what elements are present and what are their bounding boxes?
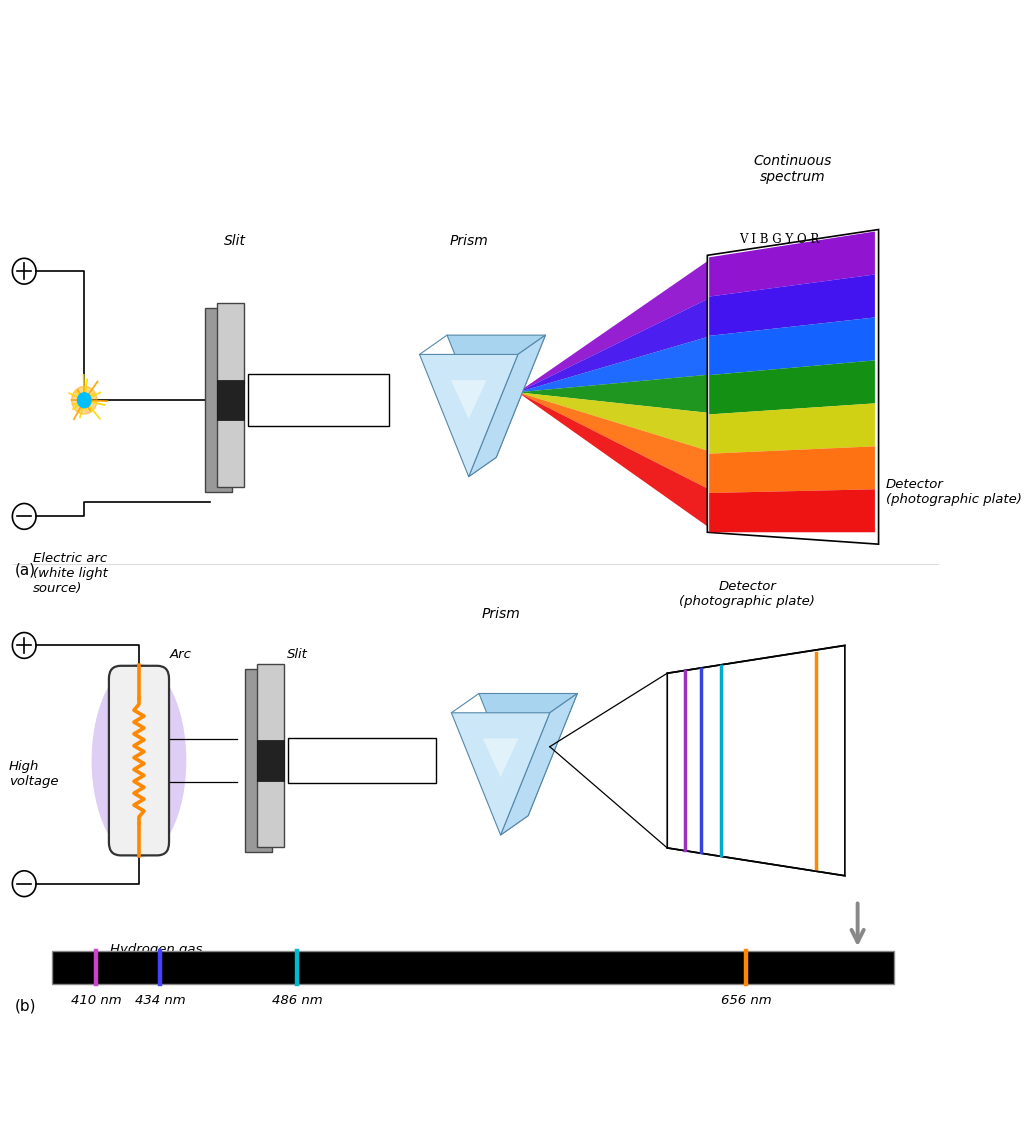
FancyBboxPatch shape xyxy=(109,666,169,855)
Circle shape xyxy=(78,393,91,408)
Text: 410 nm: 410 nm xyxy=(71,994,122,1007)
Polygon shape xyxy=(709,446,875,493)
Text: Detector
(photographic plate): Detector (photographic plate) xyxy=(679,580,816,608)
Polygon shape xyxy=(518,392,707,451)
Text: Electric arc
(white light
source): Electric arc (white light source) xyxy=(33,552,109,596)
Polygon shape xyxy=(469,335,545,476)
Text: Hydrogen gas
discharge tube: Hydrogen gas discharge tube xyxy=(110,943,209,972)
Polygon shape xyxy=(483,738,519,777)
Polygon shape xyxy=(518,337,707,392)
Polygon shape xyxy=(447,335,545,458)
Text: Prism: Prism xyxy=(449,235,489,248)
Text: 656 nm: 656 nm xyxy=(720,994,771,1007)
Text: Continuous
spectrum: Continuous spectrum xyxy=(753,154,832,183)
Polygon shape xyxy=(518,392,707,526)
Text: (a): (a) xyxy=(16,562,36,577)
FancyBboxPatch shape xyxy=(205,309,232,492)
FancyBboxPatch shape xyxy=(257,740,284,781)
Text: Prism: Prism xyxy=(481,607,520,621)
FancyBboxPatch shape xyxy=(257,664,284,847)
Text: 486 nm: 486 nm xyxy=(272,994,323,1007)
Polygon shape xyxy=(709,318,875,375)
Polygon shape xyxy=(518,375,707,412)
Polygon shape xyxy=(709,490,875,532)
FancyBboxPatch shape xyxy=(52,951,894,984)
Polygon shape xyxy=(709,360,875,415)
FancyBboxPatch shape xyxy=(217,380,244,420)
Polygon shape xyxy=(479,694,578,816)
Ellipse shape xyxy=(92,664,186,858)
Polygon shape xyxy=(709,274,875,336)
Polygon shape xyxy=(501,694,578,835)
Text: (b): (b) xyxy=(16,999,36,1014)
Text: High
voltage: High voltage xyxy=(8,761,58,788)
Text: Slit: Slit xyxy=(287,648,307,661)
FancyBboxPatch shape xyxy=(245,669,272,852)
Text: Detector
(photographic plate): Detector (photographic plate) xyxy=(886,477,1022,506)
Polygon shape xyxy=(707,229,879,544)
Text: V I B G Y O R: V I B G Y O R xyxy=(739,233,820,246)
Polygon shape xyxy=(709,231,875,296)
Text: Slit: Slit xyxy=(224,235,245,248)
FancyBboxPatch shape xyxy=(217,303,244,487)
Text: 434 nm: 434 nm xyxy=(135,994,185,1007)
Polygon shape xyxy=(518,300,707,392)
Polygon shape xyxy=(668,646,845,876)
Circle shape xyxy=(71,386,97,415)
Polygon shape xyxy=(451,380,486,419)
Polygon shape xyxy=(518,392,707,489)
Polygon shape xyxy=(451,713,550,835)
Polygon shape xyxy=(419,354,518,476)
Text: Arc: Arc xyxy=(170,648,191,661)
Polygon shape xyxy=(709,403,875,453)
Polygon shape xyxy=(518,261,707,392)
